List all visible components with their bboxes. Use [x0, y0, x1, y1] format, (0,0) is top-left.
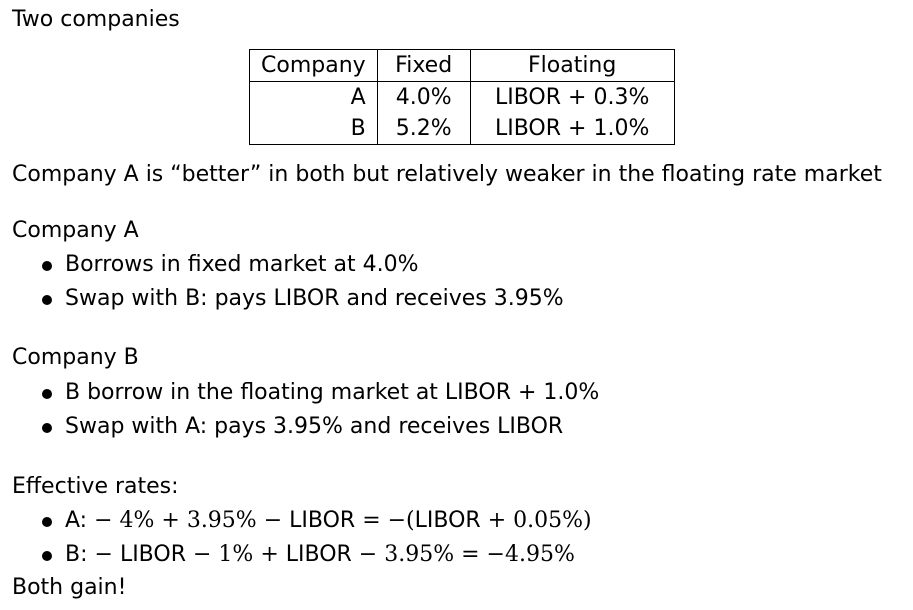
title: Two companies — [12, 7, 180, 32]
list-item: Swap with A: pays 3.95% and receives LIB… — [35, 410, 599, 444]
effective-a-libor-1: LIBOR — [289, 508, 356, 533]
cell-fixed: 4.0% — [377, 81, 471, 113]
company-a-heading: Company A — [12, 218, 139, 243]
list-item: Borrows in fixed market at 4.0% — [35, 248, 564, 282]
company-a-list: Borrows in fixed market at 4.0% Swap wit… — [35, 248, 564, 316]
effective-b-label: B: — [65, 542, 88, 567]
conclusion-text: Both gain! — [12, 575, 127, 600]
cell-floating: LIBOR + 1.0% — [494, 116, 650, 141]
effective-a-libor-2: LIBOR — [414, 508, 481, 533]
effective-b-libor-1: LIBOR — [119, 542, 186, 567]
effective-b-math-0: − — [87, 542, 120, 567]
effective-a-math-1: − 4% + 3.95% − — [87, 508, 290, 533]
effective-a-math-2: = −( — [355, 508, 415, 533]
effective-rate-b: B: − LIBOR − 1% + LIBOR − 3.95% = −4.95% — [35, 538, 592, 572]
list-item: B borrow in the floating market at LIBOR… — [35, 376, 599, 410]
header-floating: Floating — [470, 49, 675, 82]
effective-rates-list: A: − 4% + 3.95% − LIBOR = −(LIBOR + 0.05… — [35, 504, 592, 572]
effective-rate-a: A: − 4% + 3.95% − LIBOR = −(LIBOR + 0.05… — [35, 504, 592, 538]
effective-b-math-2: − 3.95% = −4.95% — [351, 542, 575, 567]
cell-company: B — [249, 113, 378, 145]
header-company: Company — [249, 49, 378, 82]
observation-text: Company A is “better” in both but relati… — [12, 162, 882, 187]
list-item: Swap with B: pays LIBOR and receives 3.9… — [35, 282, 564, 316]
cell-fixed: 5.2% — [377, 113, 471, 145]
effective-a-label: A: — [65, 508, 88, 533]
rates-table: Company Fixed Floating A 4.0% LIBOR + 0.… — [249, 49, 675, 145]
effective-rates-heading: Effective rates: — [12, 474, 179, 499]
table-row: A 4.0% LIBOR + 0.3% — [249, 81, 675, 113]
table-header-row: Company Fixed Floating — [249, 49, 675, 82]
table-row: B 5.2% LIBOR + 1.0% — [249, 113, 675, 145]
company-b-list: B borrow in the floating market at LIBOR… — [35, 376, 599, 444]
cell-company: A — [249, 81, 378, 113]
company-b-heading: Company B — [12, 345, 139, 370]
effective-b-math-1: − 1% + — [186, 542, 286, 567]
header-fixed: Fixed — [377, 49, 471, 82]
effective-b-libor-2: LIBOR — [285, 542, 352, 567]
effective-a-math-3: + 0.05%) — [480, 508, 592, 533]
cell-floating: LIBOR + 0.3% — [494, 85, 650, 110]
